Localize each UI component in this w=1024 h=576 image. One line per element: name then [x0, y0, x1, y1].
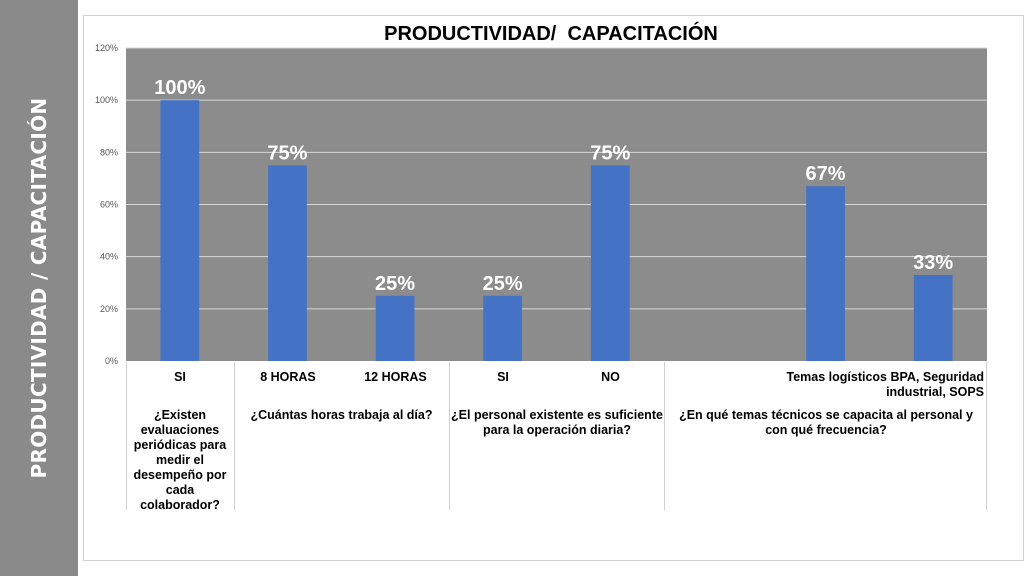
category-label: NO	[601, 370, 620, 384]
category-separator	[126, 362, 127, 510]
data-label: 33%	[913, 252, 953, 274]
data-label: 67%	[806, 163, 846, 185]
category-label: 8 HORAS	[260, 370, 316, 384]
y-tick-label: 120%	[95, 43, 118, 53]
y-tick-label: 40%	[100, 252, 118, 262]
bar	[268, 165, 307, 361]
category-label: 12 HORAS	[364, 370, 427, 384]
bar	[160, 100, 200, 362]
bar	[913, 274, 953, 361]
bars	[160, 100, 953, 362]
category-separator	[449, 362, 450, 510]
category-separator	[664, 362, 665, 510]
group-label: ¿En qué temas técnicos se capacita al pe…	[679, 408, 973, 437]
bar	[590, 165, 630, 361]
data-label: 75%	[267, 142, 307, 164]
category-separator	[986, 362, 987, 510]
data-labels: 100% 75% 25% 25% 75% 67% 33%	[154, 77, 953, 295]
data-label: 75%	[590, 142, 630, 164]
bar	[483, 295, 523, 361]
category-label: SI	[497, 370, 509, 384]
data-label: 25%	[483, 273, 523, 295]
sidebar: PRODUCTIVIDAD / CAPACITACIÓN	[0, 0, 78, 576]
category-label: Temas logísticos BPA, Seguridad industri…	[786, 370, 985, 399]
y-tick-label: 20%	[100, 304, 118, 314]
y-tick-label: 60%	[100, 200, 118, 210]
group-label: ¿Existen evaluaciones periódicas para me…	[133, 408, 227, 512]
y-tick-label: 80%	[100, 147, 118, 157]
y-tick-label: 0%	[105, 356, 118, 366]
y-tick-label: 100%	[95, 95, 118, 105]
group-label: ¿El personal existente es suficiente par…	[451, 408, 663, 437]
data-label: 25%	[375, 273, 415, 295]
bar	[375, 295, 415, 361]
category-separator	[234, 362, 235, 510]
data-label: 100%	[154, 77, 205, 99]
category-label: SI	[174, 370, 186, 384]
y-axis-ticks: 0% 20% 40% 60% 80% 100% 120%	[95, 43, 118, 366]
bar	[806, 186, 845, 361]
group-label: ¿Cuántas horas trabaja al día?	[250, 408, 433, 422]
chart-title: PRODUCTIVIDAD/ CAPACITACIÓN	[384, 23, 718, 45]
